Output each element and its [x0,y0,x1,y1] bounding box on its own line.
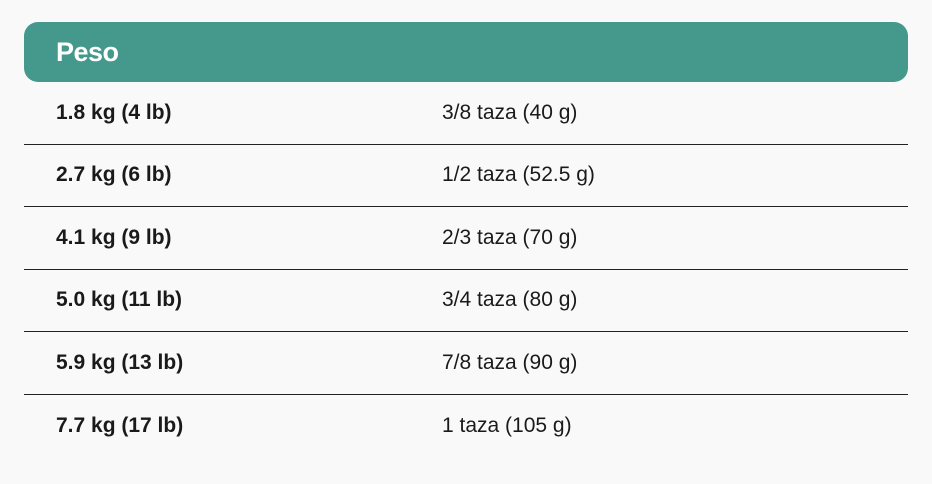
weight-cell: 1.8 kg (4 lb) [56,100,172,124]
amount-cell: 1 taza (105 g) [442,413,572,437]
weight-cell: 5.9 kg (13 lb) [56,350,184,374]
table-row: 5.9 kg (13 lb) 7/8 taza (90 g) [24,332,908,395]
table-row: 7.7 kg (17 lb) 1 taza (105 g) [24,395,908,458]
table-row: 4.1 kg (9 lb) 2/3 taza (70 g) [24,207,908,270]
weight-cell: 2.7 kg (6 lb) [56,163,172,187]
amount-cell: 3/4 taza (80 g) [442,288,578,312]
amount-cell: 7/8 taza (90 g) [442,350,578,374]
amount-cell: 2/3 taza (70 g) [442,225,578,249]
amount-cell: 3/8 taza (40 g) [442,100,578,124]
table-row: 2.7 kg (6 lb) 1/2 taza (52.5 g) [24,145,908,207]
amount-cell: 1/2 taza (52.5 g) [442,163,595,187]
table-row: 5.0 kg (11 lb) 3/4 taza (80 g) [24,270,908,332]
header-title: Peso [56,36,119,67]
table-row: 1.8 kg (4 lb) 3/8 taza (40 g) [24,82,908,145]
weight-cell: 7.7 kg (17 lb) [56,413,184,437]
weight-cell: 4.1 kg (9 lb) [56,225,172,249]
table-body: 1.8 kg (4 lb) 3/8 taza (40 g) 2.7 kg (6 lb… [24,82,908,457]
table-header: Peso [24,22,908,82]
feeding-table: Peso 1.8 kg (4 lb) 3/8 taza (40 g) 2.7 kg … [24,22,908,457]
weight-cell: 5.0 kg (11 lb) [56,288,183,312]
